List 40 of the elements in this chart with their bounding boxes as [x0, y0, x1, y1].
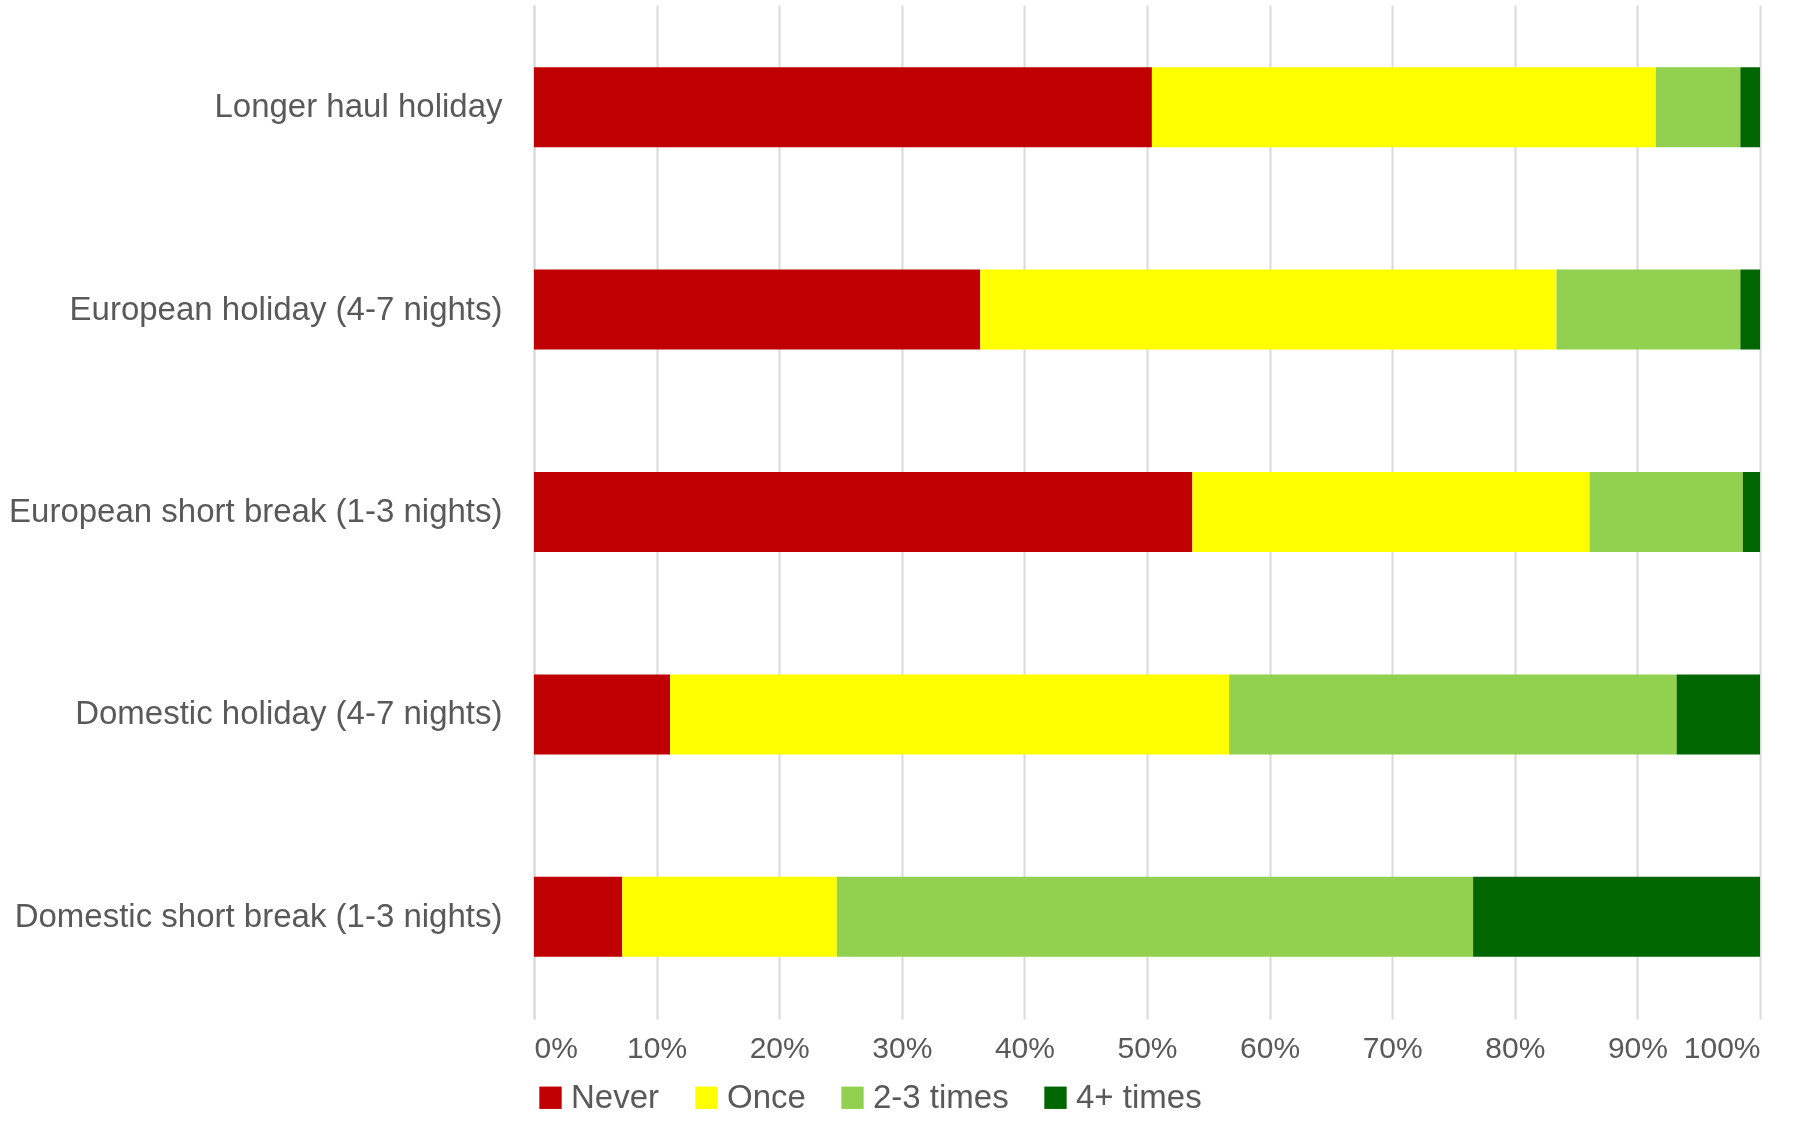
bar	[836, 876, 1474, 957]
x-tick-label: 100%	[1683, 1030, 1761, 1064]
bar	[1151, 67, 1656, 148]
bar	[534, 269, 981, 350]
bar	[1740, 67, 1760, 148]
bar	[534, 876, 623, 957]
x-tick-label: 70%	[1362, 1030, 1423, 1064]
bar	[1192, 472, 1590, 552]
bar	[1655, 67, 1741, 148]
x-tick-label: 30%	[872, 1030, 933, 1064]
bar	[1740, 269, 1760, 350]
y-tick-label: Longer haul holiday	[214, 87, 503, 125]
x-tick-label: 20%	[749, 1030, 810, 1064]
x-tick-label: 80%	[1485, 1030, 1546, 1064]
bar	[1473, 876, 1760, 957]
legend-label: 4+ times	[1076, 1077, 1202, 1115]
y-tick-label: Domestic short break (1-3 nights)	[14, 896, 503, 934]
y-tick-label: European short break (1-3 nights)	[9, 492, 503, 529]
x-tick-label: 90%	[1607, 1030, 1668, 1064]
bar	[534, 472, 1193, 552]
legend-label: Never	[571, 1077, 660, 1115]
x-tick-label: 10%	[627, 1030, 688, 1064]
bar	[670, 674, 1230, 755]
y-tick-label: Domestic holiday (4-7 nights)	[75, 694, 503, 732]
bar	[1556, 269, 1741, 350]
bar	[534, 674, 671, 755]
x-tick-label: 40%	[994, 1030, 1055, 1064]
bar	[534, 67, 1152, 148]
x-tick-label: 50%	[1117, 1030, 1178, 1064]
bar	[1742, 472, 1760, 552]
y-tick-label: European holiday (4-7 nights)	[69, 289, 503, 327]
bar	[1589, 472, 1743, 552]
legend-label: 2-3 times	[873, 1077, 1009, 1115]
bar	[980, 269, 1557, 350]
bar	[1676, 674, 1760, 755]
bar	[622, 876, 837, 957]
x-tick-label: 0%	[534, 1030, 578, 1064]
legend-label: Once	[727, 1077, 806, 1115]
bar	[1229, 674, 1677, 755]
x-tick-label: 60%	[1240, 1030, 1301, 1064]
